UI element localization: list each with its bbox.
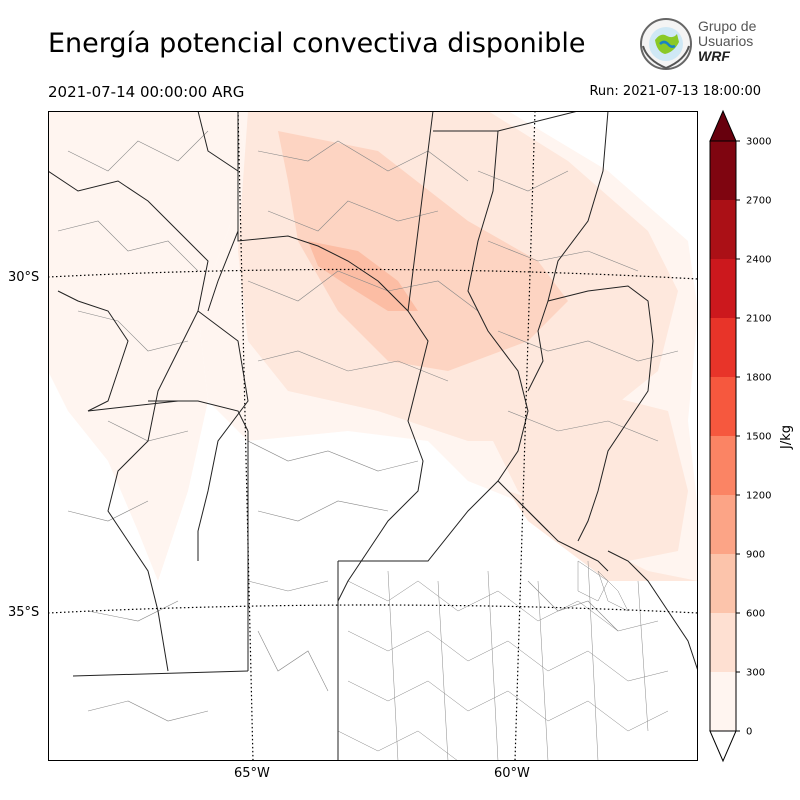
cape-area-coastal — [508, 491, 698, 581]
andes-border — [48, 170, 209, 672]
map-title: Energía potencial convectiva disponible — [48, 28, 586, 59]
province-line-12 — [497, 111, 609, 392]
lon-label-60w: 60°W — [494, 766, 530, 781]
province-line-11 — [433, 130, 529, 482]
colorbar-segment — [710, 436, 736, 495]
colorbar-tick-label: 2100 — [746, 314, 771, 325]
graticule — [48, 111, 698, 761]
colorbar-tick-label: 1500 — [746, 432, 771, 443]
colorbar-tick-label: 1800 — [746, 373, 771, 384]
colorbar-unit-label: J/kg — [779, 425, 794, 450]
cape-area-level1-south — [478, 391, 688, 561]
colorbar-tick-label: 3000 — [746, 137, 771, 148]
colorbar-extend-min — [709, 730, 737, 763]
colorbar-tick-label: 0 — [746, 727, 752, 738]
department-boundaries — [57, 130, 679, 722]
border-chile-south — [57, 290, 129, 412]
logo-line3: WRF — [698, 48, 730, 64]
map-frame — [48, 111, 698, 761]
province-line-3 — [197, 310, 249, 561]
cape-field — [48, 111, 698, 581]
colorbar-tick-label: 1200 — [746, 491, 771, 502]
province-line-14 — [517, 500, 609, 572]
colorbar-segment — [710, 259, 736, 318]
colorbar-segment — [710, 672, 736, 731]
province-line-4 — [148, 400, 249, 432]
province-line-13 — [547, 285, 654, 542]
cape-area-west — [48, 111, 248, 581]
coastline — [607, 550, 698, 672]
colorbar-segment — [710, 554, 736, 613]
colorbar-segment — [710, 318, 736, 377]
colorbar-tick-label: 600 — [746, 609, 765, 620]
lon-label-65w: 65°W — [234, 766, 270, 781]
province-line-10 — [407, 111, 434, 312]
colorbar-tick-label: 2700 — [746, 196, 771, 207]
cape-area-level2 — [278, 131, 568, 371]
colorbar-extend-max — [709, 109, 737, 142]
colorbar-tick-label: 300 — [746, 668, 765, 679]
colorbar-segment — [710, 141, 736, 200]
meridian-65w — [237, 111, 254, 761]
colorbar-tick-label: 900 — [746, 550, 765, 561]
colorbar-segment — [710, 200, 736, 259]
parallel-35s — [48, 604, 698, 614]
logo-line1: Grupo de — [698, 18, 757, 34]
valid-time: 2021-07-14 00:00:00 ARG — [48, 83, 245, 101]
lat-label-30s: 30°S — [8, 270, 40, 285]
run-time: Run: 2021-07-13 18:00:00 — [589, 84, 761, 99]
colorbar-segment — [710, 613, 736, 672]
meridian-60w — [514, 111, 536, 761]
province-boundaries — [48, 111, 698, 761]
globe-seal-icon — [640, 18, 692, 70]
cape-map — [48, 111, 698, 761]
province-line-7 — [72, 670, 249, 677]
logo-line2: Usuarios — [698, 33, 754, 49]
colorbar-tick-label: 2400 — [746, 255, 771, 266]
buenos-aires-partidos — [337, 560, 669, 761]
parallel-30s — [48, 268, 698, 280]
colorbar-frame — [709, 140, 737, 732]
province-line-5 — [87, 400, 179, 412]
colorbar-segment — [710, 495, 736, 554]
province-line-2 — [237, 111, 429, 602]
wrf-users-logo: Grupo de Usuarios WRF — [638, 16, 768, 74]
colorbar-segment — [710, 377, 736, 436]
lat-label-35s: 35°S — [8, 605, 40, 620]
